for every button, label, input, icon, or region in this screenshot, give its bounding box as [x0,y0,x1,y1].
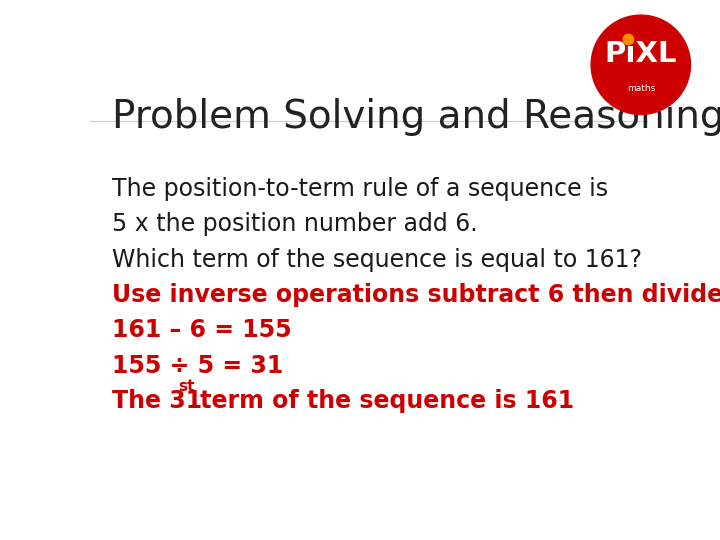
Text: The 31: The 31 [112,389,202,413]
Circle shape [624,34,634,45]
Text: st: st [178,379,194,394]
Text: 155 ÷ 5 = 31: 155 ÷ 5 = 31 [112,354,284,378]
Text: maths: maths [626,84,655,93]
Text: term of the sequence is 161: term of the sequence is 161 [192,389,575,413]
Text: 5 x the position number add 6.: 5 x the position number add 6. [112,212,478,237]
Text: Use inverse operations subtract 6 then divide 5: Use inverse operations subtract 6 then d… [112,283,720,307]
Text: The position-to-term rule of a sequence is: The position-to-term rule of a sequence … [112,177,608,201]
Circle shape [591,15,690,114]
Text: Which term of the sequence is equal to 161?: Which term of the sequence is equal to 1… [112,248,642,272]
Text: Problem Solving and Reasoning: Problem Solving and Reasoning [112,98,720,136]
Text: PiXL: PiXL [605,40,677,68]
Text: 161 – 6 = 155: 161 – 6 = 155 [112,319,292,342]
